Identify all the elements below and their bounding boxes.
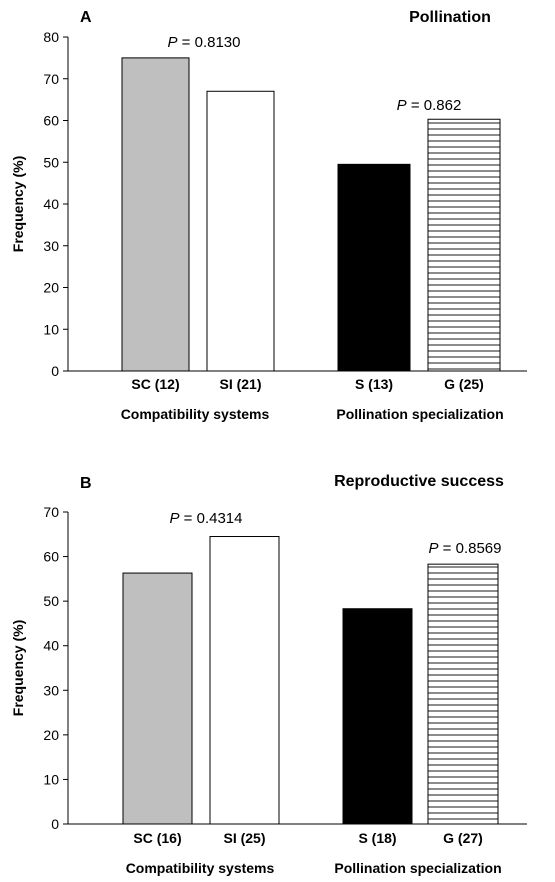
bar-4 bbox=[427, 118, 501, 372]
p-value-annotation: P = 0.862 bbox=[397, 97, 462, 114]
p-value: = 0.8130 bbox=[178, 34, 241, 51]
bar-4 bbox=[427, 563, 499, 825]
p-value: = 0.4314 bbox=[180, 510, 243, 527]
p-symbol: P bbox=[170, 510, 180, 527]
y-tick-label: 20 bbox=[43, 280, 59, 296]
p-value-annotation: P = 0.4314 bbox=[170, 510, 243, 527]
bar-3 bbox=[337, 163, 411, 372]
y-tick-label: 60 bbox=[43, 549, 59, 565]
y-tick-label: 70 bbox=[43, 71, 59, 87]
group-label: Pollination specialization bbox=[336, 406, 503, 422]
bar-1 bbox=[122, 572, 193, 825]
p-value-annotation: P = 0.8569 bbox=[429, 540, 502, 557]
chart-title: Pollination bbox=[409, 9, 491, 26]
panel-label: A bbox=[80, 9, 92, 26]
p-symbol: P bbox=[397, 97, 407, 114]
bar-3 bbox=[342, 608, 413, 825]
y-axis-label: Frequency (%) bbox=[10, 156, 26, 252]
category-label: G (27) bbox=[443, 830, 483, 846]
y-tick-label: 70 bbox=[43, 504, 59, 520]
y-tick-label: 10 bbox=[43, 771, 59, 787]
panel-label: B bbox=[80, 475, 92, 492]
bar-2 bbox=[209, 536, 280, 825]
category-label: G (25) bbox=[444, 376, 484, 392]
category-label: S (18) bbox=[358, 830, 396, 846]
p-value: = 0.8569 bbox=[439, 540, 502, 557]
p-symbol: P bbox=[429, 540, 439, 557]
y-tick-label: 50 bbox=[43, 593, 59, 609]
y-tick-label: 0 bbox=[51, 363, 59, 379]
group-label: Compatibility systems bbox=[126, 860, 275, 876]
y-tick-label: 0 bbox=[51, 816, 59, 832]
chart-title: Reproductive success bbox=[334, 473, 504, 490]
y-tick-label: 20 bbox=[43, 727, 59, 743]
category-label: SC (16) bbox=[133, 830, 181, 846]
bar-2 bbox=[206, 90, 275, 372]
y-tick-label: 60 bbox=[43, 113, 59, 129]
y-tick-label: 40 bbox=[43, 196, 59, 212]
category-label: SI (21) bbox=[219, 376, 261, 392]
category-label: SI (25) bbox=[223, 830, 265, 846]
group-label: Pollination specialization bbox=[334, 860, 501, 876]
p-value-annotation: P = 0.8130 bbox=[168, 34, 241, 51]
category-label: SC (12) bbox=[131, 376, 179, 392]
bar-1 bbox=[121, 57, 190, 372]
y-axis-label: Frequency (%) bbox=[10, 620, 26, 716]
p-value: = 0.862 bbox=[407, 97, 462, 114]
p-symbol: P bbox=[168, 34, 178, 51]
y-tick-label: 50 bbox=[43, 154, 59, 170]
group-label: Compatibility systems bbox=[121, 406, 270, 422]
y-tick-label: 80 bbox=[43, 29, 59, 45]
y-tick-label: 30 bbox=[43, 238, 59, 254]
y-tick-label: 10 bbox=[43, 321, 59, 337]
y-tick-label: 30 bbox=[43, 682, 59, 698]
category-label: S (13) bbox=[355, 376, 393, 392]
y-tick-label: 40 bbox=[43, 638, 59, 654]
